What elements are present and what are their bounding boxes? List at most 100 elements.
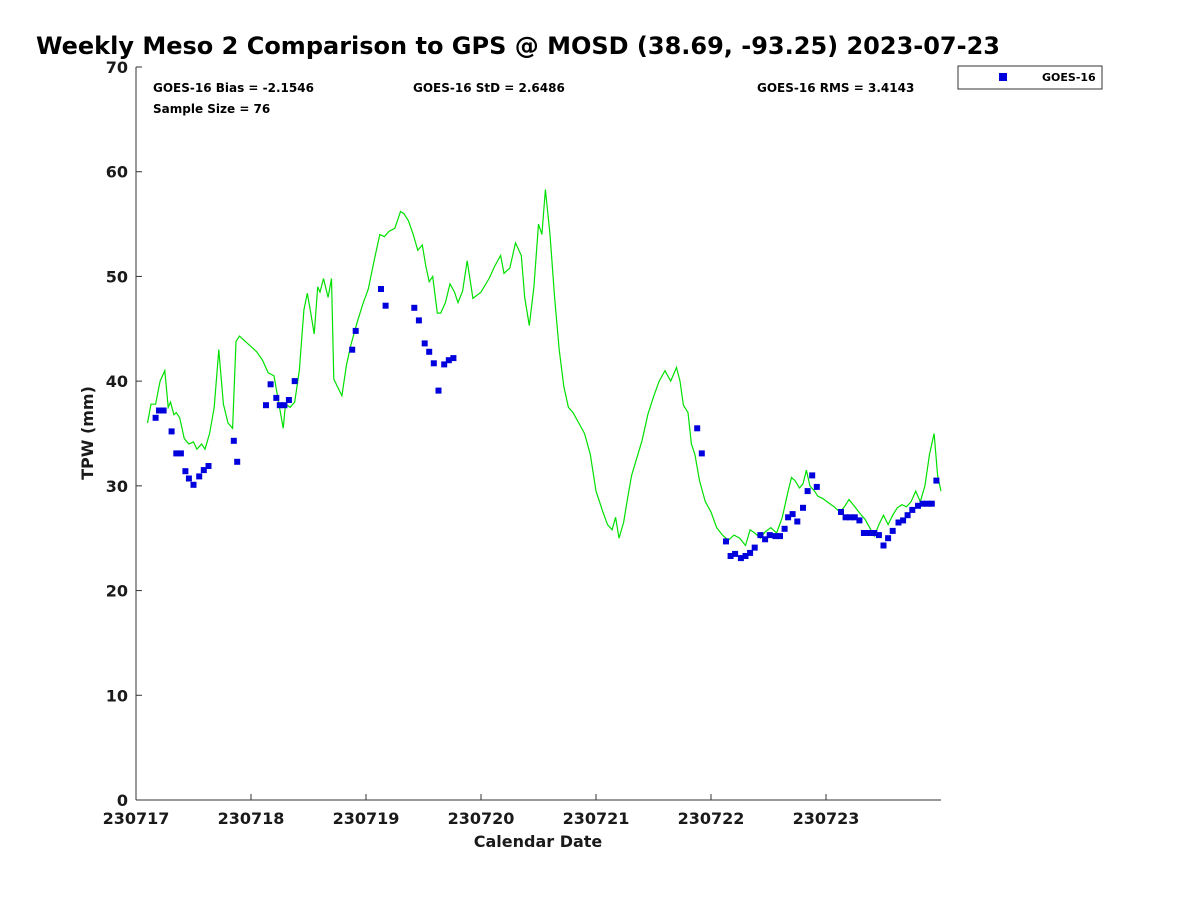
goes16-point bbox=[856, 517, 863, 524]
goes16-point bbox=[813, 483, 820, 490]
series-layer bbox=[146, 189, 942, 562]
goes16-point bbox=[732, 550, 739, 557]
goes16-point bbox=[382, 302, 389, 309]
goes16-point bbox=[441, 361, 448, 368]
x-axis-ticks: 230717 230718 230719 230720 230721 230722 2307… bbox=[103, 794, 860, 828]
y-tick-label: 40 bbox=[106, 372, 128, 391]
goes16-point bbox=[842, 514, 849, 521]
y-axis-label: TPW (mm) bbox=[78, 386, 97, 480]
goes16-point bbox=[435, 387, 442, 394]
goes16-point bbox=[762, 536, 769, 543]
goes16-point bbox=[924, 500, 931, 507]
goes16-point bbox=[698, 450, 705, 457]
goes16-point bbox=[909, 506, 916, 513]
plot-area: 0 10 20 30 40 50 60 70 230717 230718 230719 230720… bbox=[103, 58, 942, 828]
goes16-point bbox=[751, 544, 758, 551]
stat-std: GOES-16 StD = 2.6486 bbox=[413, 81, 565, 95]
goes16-point bbox=[723, 538, 729, 545]
goes16-point bbox=[804, 488, 811, 495]
gps-tpw-line bbox=[146, 189, 942, 547]
goes16-point bbox=[789, 511, 796, 518]
goes16-point bbox=[152, 414, 159, 421]
x-tick-label: 230720 bbox=[448, 809, 515, 828]
legend-entry-label: GOES-16 bbox=[1042, 71, 1096, 84]
y-tick-label: 10 bbox=[106, 686, 128, 705]
goes16-point bbox=[851, 514, 858, 521]
goes16-point bbox=[450, 355, 457, 362]
goes16-point bbox=[871, 530, 878, 536]
goes16-point bbox=[737, 555, 744, 562]
goes16-point bbox=[411, 304, 418, 311]
goes16-point bbox=[196, 473, 203, 480]
goes16-point bbox=[900, 517, 907, 524]
y-tick-label: 60 bbox=[106, 163, 128, 182]
goes16-point bbox=[742, 553, 749, 559]
goes16-point bbox=[777, 533, 783, 540]
x-axis-label: Calendar Date bbox=[474, 832, 603, 851]
goes16-point bbox=[875, 532, 882, 539]
goes16-point bbox=[919, 500, 926, 507]
goes16-point bbox=[880, 542, 887, 549]
goes16-point bbox=[415, 317, 422, 324]
goes16-point bbox=[785, 514, 792, 521]
goes16-point bbox=[352, 327, 359, 334]
y-tick-label: 30 bbox=[106, 477, 128, 496]
y-axis-ticks: 0 10 20 30 40 50 60 70 bbox=[106, 58, 142, 810]
goes16-point bbox=[177, 450, 184, 457]
y-tick-label: 0 bbox=[117, 791, 128, 810]
goes16-point bbox=[421, 340, 428, 347]
goes16-point bbox=[281, 402, 288, 409]
legend-box bbox=[957, 65, 1103, 90]
stats-annotations: GOES-16 Bias = -2.1546 GOES-16 StD = 2.6… bbox=[153, 81, 914, 116]
goes16-point bbox=[205, 463, 212, 469]
x-tick-label: 230719 bbox=[333, 809, 400, 828]
legend: GOES-16 bbox=[957, 65, 1103, 90]
goes16-point bbox=[904, 512, 911, 519]
goes16-point bbox=[378, 286, 384, 292]
stat-rms: GOES-16 RMS = 3.4143 bbox=[757, 81, 914, 95]
goes16-point bbox=[772, 533, 779, 540]
goes16-point bbox=[263, 402, 269, 409]
goes16-point bbox=[747, 549, 754, 556]
goes16-point bbox=[182, 468, 189, 475]
x-tick-label: 230718 bbox=[218, 809, 285, 828]
chart-title: Weekly Meso 2 Comparison to GPS @ MOSD (… bbox=[36, 32, 1000, 60]
goes16-point bbox=[800, 504, 806, 511]
goes16-point bbox=[757, 532, 764, 539]
x-tick-label: 230722 bbox=[678, 809, 745, 828]
x-tick-label: 230717 bbox=[103, 809, 170, 828]
goes16-point bbox=[889, 527, 896, 534]
goes16-point bbox=[168, 428, 175, 435]
goes16-point bbox=[349, 346, 356, 353]
goes16-point bbox=[915, 502, 921, 509]
goes16-point bbox=[928, 500, 935, 507]
goes16-point bbox=[445, 357, 452, 364]
y-tick-label: 70 bbox=[106, 58, 128, 77]
x-tick-label: 230723 bbox=[793, 809, 860, 828]
goes16-point bbox=[276, 402, 283, 409]
goes16-point bbox=[781, 525, 788, 532]
goes16-point bbox=[426, 348, 433, 355]
goes16-point bbox=[230, 437, 237, 444]
goes16-point bbox=[727, 553, 734, 559]
goes16-point bbox=[847, 514, 854, 521]
plot-background bbox=[136, 67, 941, 800]
goes16-point bbox=[794, 518, 801, 525]
y-tick-label: 50 bbox=[106, 267, 128, 286]
goes16-point bbox=[885, 535, 892, 542]
goes16-point bbox=[895, 519, 902, 526]
goes16-point bbox=[838, 509, 844, 515]
goes16-point bbox=[160, 407, 167, 414]
goes16-point bbox=[694, 425, 701, 432]
y-tick-label: 20 bbox=[106, 582, 128, 601]
goes16-point bbox=[190, 481, 197, 488]
goes16-point bbox=[285, 397, 292, 403]
goes16-point bbox=[766, 532, 773, 539]
goes16-point bbox=[430, 360, 437, 367]
goes16-point bbox=[860, 530, 867, 536]
stat-sample-size: Sample Size = 76 bbox=[153, 102, 270, 116]
stat-bias: GOES-16 Bias = -2.1546 bbox=[153, 81, 314, 95]
goes16-point bbox=[200, 467, 207, 474]
goes16-points bbox=[152, 286, 940, 562]
